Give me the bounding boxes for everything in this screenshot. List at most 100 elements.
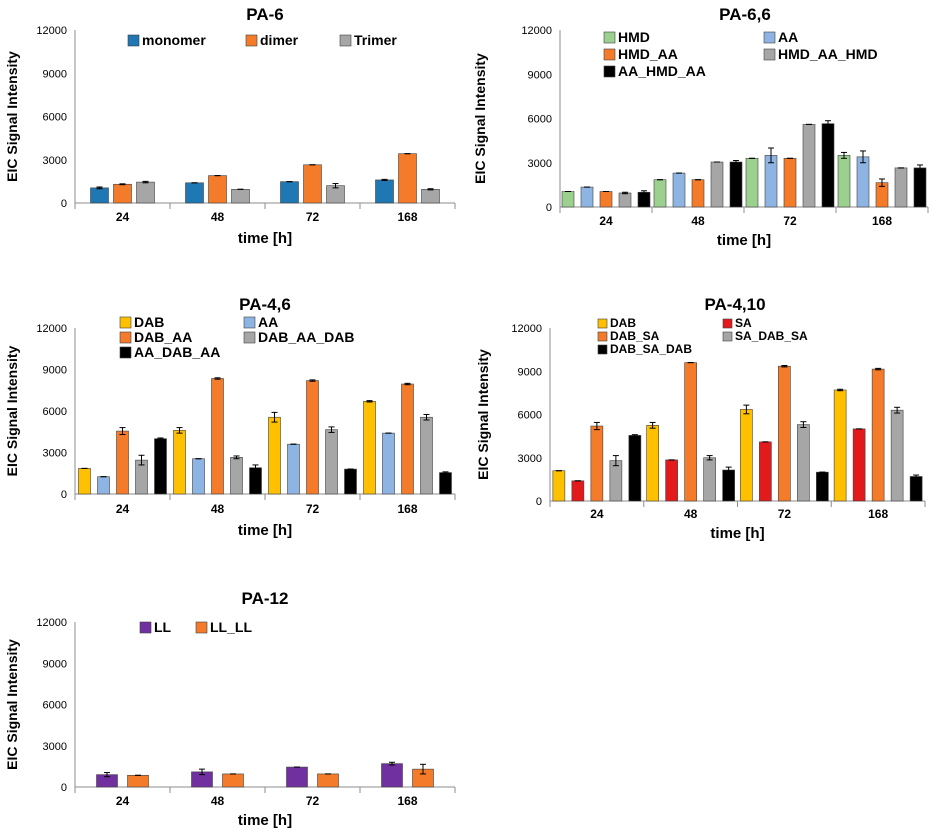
chart-title: PA-12 [242,589,289,608]
bar-sa-dab-sa-72 [797,424,810,502]
legend-swatch [603,48,616,61]
y-tick-label: 0 [61,782,67,794]
chart-pa46: PA-4,6 EIC Signal Intensity 0 3000 6000 9000 1… [0,290,470,540]
x-axis-label: time [h] [717,232,771,249]
legend-label: dimer [260,32,299,48]
legend-swatch [245,34,258,47]
legend-swatch [139,621,152,634]
x-axis-label: time [h] [710,525,764,542]
bar-ll-168 [381,763,403,788]
bar-aa-dab-aa-72 [344,468,357,495]
x-tick-label: 48 [211,794,225,808]
bar-dab-sa-dab-72 [816,471,829,502]
bar-trimer-168 [421,189,440,204]
legend-swatch [597,344,608,355]
x-axis-label: time [h] [238,522,292,539]
bar-aa-168 [856,156,870,208]
bar-dab-sa-dab-24 [628,435,642,502]
chart-svg: PA-4,6 EIC Signal Intensity 0 3000 6000 9000 1… [4,295,456,539]
bar-hmd-aa-hmd-168 [894,167,908,208]
legend-swatch [722,318,733,329]
bar-dab-24 [78,468,91,495]
bar-hmd-aa-hmd-24 [618,192,632,208]
bar-dab-72 [740,409,753,502]
x-tick-label: 168 [397,794,417,808]
bar-sa-dab-sa-48 [703,457,716,502]
chart-pa12: PA-12 EIC Signal Intensity 0 3000 6000 9000 12… [0,582,470,831]
legend-label: HMD_AA_HMD [778,46,878,62]
x-tick-label: 24 [599,214,613,228]
bar-aa-48 [672,172,686,208]
bar-dab-sa-72 [778,365,791,502]
y-axis-label: EIC Signal Intensity [4,345,20,476]
x-tick-label: 168 [872,214,892,228]
chart-svg: PA-6 EIC Signal Intensity 0 3000 6000 9000 120… [4,5,456,247]
y-tick-label: 6000 [528,114,552,126]
chart-svg: PA-6,6 EIC Signal Intensity 0 3000 6000 9000 1… [472,5,929,249]
x-tick-label: 72 [306,210,320,224]
legend-label: AA_DAB_AA [134,344,220,360]
bar-dab-168 [833,389,847,502]
y-tick-label: 3000 [43,155,67,167]
x-tick-label: 48 [211,502,225,516]
legend-swatch [603,31,616,44]
y-tick-label: 9000 [43,68,67,80]
chart-title: PA-4,10 [704,295,765,314]
legend-swatch [195,621,208,634]
y-axis-label: EIC Signal Intensity [4,51,20,182]
y-tick-label: 0 [546,202,552,214]
bar-aa-24 [580,186,594,208]
bar-hmd-aa-48 [691,179,705,208]
bar-dab-sa-48 [684,362,697,502]
bar-dimer-24 [113,183,132,204]
legend-swatch [763,48,776,61]
y-tick-label: 12000 [36,25,67,37]
bar-aa-168 [382,432,395,495]
bar-trimer-48 [231,189,250,204]
x-tick-label: 168 [868,507,888,521]
legend-swatch [597,318,608,329]
x-tick-label: 24 [116,502,130,516]
bar-aa-dab-aa-168 [439,472,452,495]
legend-swatch [339,34,352,47]
bar-sa-24 [571,480,585,502]
bar-hmd-aa-72 [783,158,797,208]
legend-label: SA_DAB_SA [735,329,808,343]
bar-aa-hmd-aa-168 [913,167,927,208]
legend-label: DAB_AA_DAB [258,329,354,345]
y-tick-label: 3000 [528,158,552,170]
bar-sa-48 [665,459,678,502]
bar-ll-72 [286,766,308,788]
legend-label: SA [735,316,752,330]
legend-swatch [722,331,733,342]
legend-label: HMD [618,29,650,45]
chart-pa66: PA-6,6 EIC Signal Intensity 0 3000 6000 9000 1… [470,0,941,250]
y-tick-label: 0 [61,198,67,210]
y-tick-label: 9000 [528,69,552,81]
bar-aa-hmd-aa-72 [821,123,835,208]
y-tick-label: 12000 [36,617,67,629]
y-tick-label: 9000 [43,365,67,377]
legend-swatch [119,346,132,359]
y-tick-label: 12000 [521,25,552,37]
x-tick-label: 48 [211,210,225,224]
x-tick-label: 168 [397,502,417,516]
bar-dab-sa-24 [590,425,604,502]
x-tick-label: 168 [397,210,417,224]
x-tick-label: 48 [691,214,705,228]
legend-label: AA [778,29,798,45]
bar-aa-48 [192,458,205,495]
bar-hmd-aa-hmd-72 [802,124,816,208]
bar-dab-aa-72 [306,380,319,495]
x-tick-label: 48 [684,507,698,521]
legend-label: AA_HMD_AA [618,63,706,79]
bar-sa-dab-sa-168 [890,409,904,502]
x-axis-label: time [h] [238,812,292,829]
bar-dab-aa-168 [401,383,414,495]
y-tick-label: 6000 [518,410,542,422]
legend-label: monomer [142,32,206,48]
bar-hmd-168 [837,155,851,208]
bar-monomer-72 [280,181,299,204]
y-tick-label: 3000 [43,448,67,460]
bar-hmd-aa-24 [599,191,613,208]
